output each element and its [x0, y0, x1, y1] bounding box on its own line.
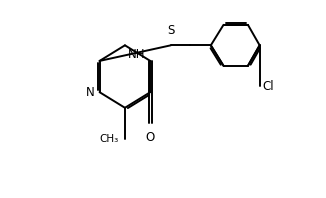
- Text: CH₃: CH₃: [100, 134, 119, 144]
- Text: S: S: [167, 24, 174, 36]
- Text: N: N: [86, 86, 95, 99]
- Text: NH: NH: [128, 48, 145, 61]
- Text: Cl: Cl: [262, 80, 274, 93]
- Text: O: O: [146, 131, 155, 144]
